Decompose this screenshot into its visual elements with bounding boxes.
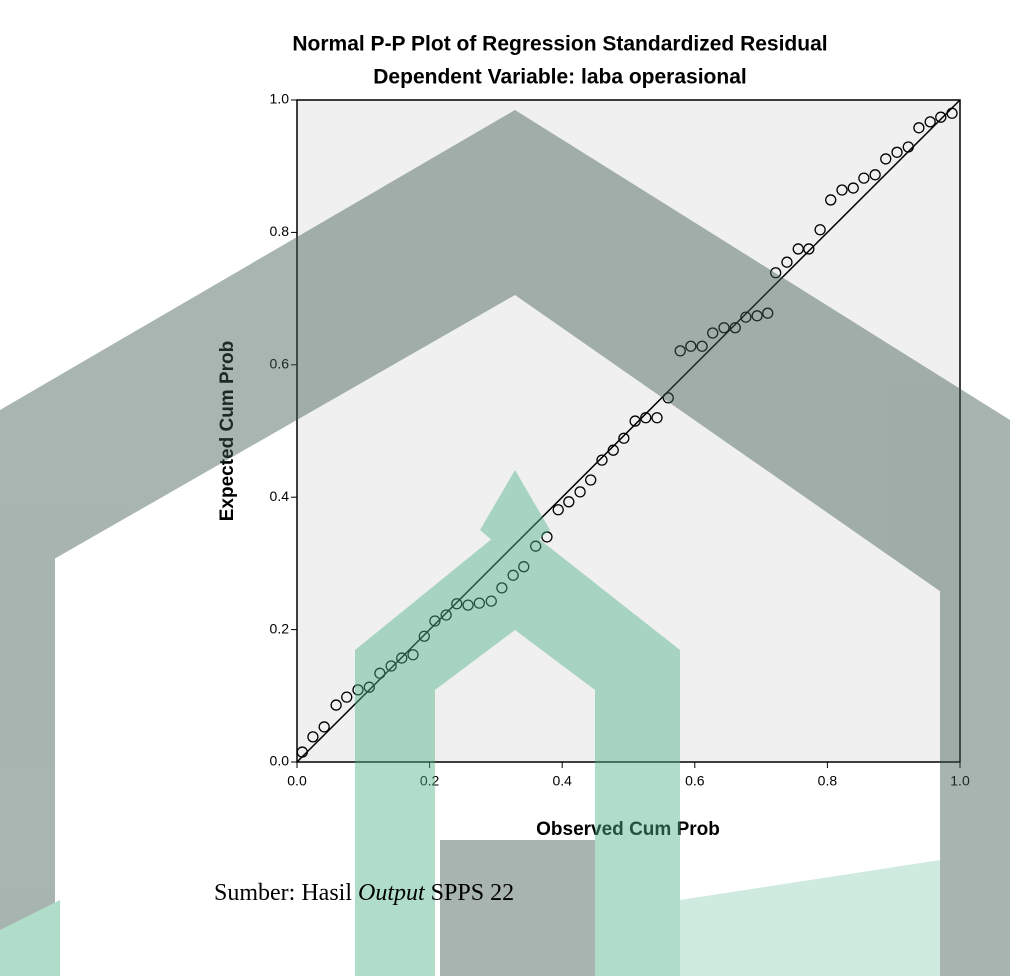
y-tick-label: 0.2 <box>270 620 290 636</box>
chart: 0.00.20.40.60.81.00.00.20.40.60.81.0 Nor… <box>0 0 1010 976</box>
x-tick-label: 0.6 <box>685 773 705 789</box>
caption-text: Sumber: Hasil <box>214 880 352 906</box>
y-tick-label: 0.8 <box>270 223 290 239</box>
y-tick-label: 1.0 <box>270 91 290 107</box>
y-tick-label: 0.0 <box>270 753 290 769</box>
chart-title: Normal P-P Plot of Regression Standardiz… <box>292 33 827 56</box>
caption: Sumber: Hasil Output SPPS 22 <box>214 880 514 907</box>
caption-emphasis: Output <box>358 880 425 906</box>
chart-subtitle: Dependent Variable: laba operasional <box>373 66 746 89</box>
y-tick-label: 0.4 <box>270 488 290 504</box>
page: 0.00.20.40.60.81.00.00.20.40.60.81.0 Nor… <box>0 0 1010 976</box>
x-tick-label: 0.8 <box>818 773 838 789</box>
x-tick-label: 0.4 <box>552 773 572 789</box>
x-tick-label: 0.0 <box>287 773 307 789</box>
caption-text: SPPS 22 <box>431 880 514 906</box>
